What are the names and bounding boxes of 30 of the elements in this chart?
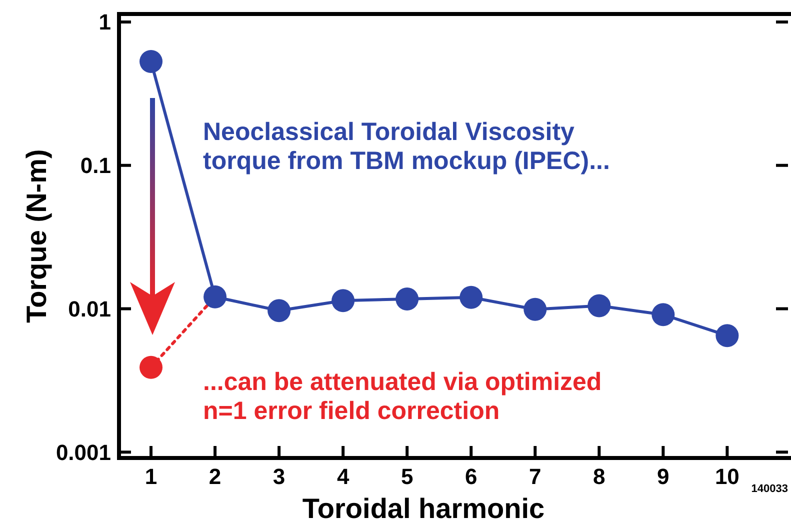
y-tick-label: 1 — [98, 10, 111, 35]
y-tick-label: 0.001 — [56, 440, 111, 465]
x-tick-label: 1 — [144, 464, 158, 489]
x-tick-label: 3 — [272, 464, 286, 489]
point — [460, 286, 483, 309]
point — [588, 294, 611, 318]
x-tick-label: 8 — [593, 464, 606, 489]
point — [140, 50, 163, 74]
x-tick-label: 10 — [714, 464, 740, 489]
y-tick-label: 0.1 — [80, 153, 111, 178]
y-tick-label: 0.01 — [68, 296, 111, 322]
point — [332, 289, 355, 312]
point — [652, 303, 675, 326]
x-tick-label: 2 — [208, 464, 222, 489]
point — [524, 298, 547, 321]
annotation: Neoclassical Toroidal Viscosity torque from TBM mockup (IPEC)... — [203, 118, 610, 175]
x-tick-label: 5 — [400, 464, 414, 489]
point — [396, 287, 419, 310]
point — [204, 285, 227, 308]
text: 140033 — [751, 483, 788, 495]
x-tick-label: 6 — [464, 464, 478, 489]
point — [140, 356, 163, 379]
y-axis-title: Torque (N-m) — [21, 149, 52, 323]
x-axis-title: Toroidal harmonic — [302, 493, 545, 524]
point — [716, 324, 739, 348]
x-tick-label: 9 — [657, 464, 670, 489]
point — [268, 299, 291, 322]
x-tick-label: 4 — [336, 464, 350, 489]
x-tick-label: 7 — [529, 464, 542, 489]
annotation: ...can be attenuated via optimized n=1 error field correction — [203, 368, 602, 425]
